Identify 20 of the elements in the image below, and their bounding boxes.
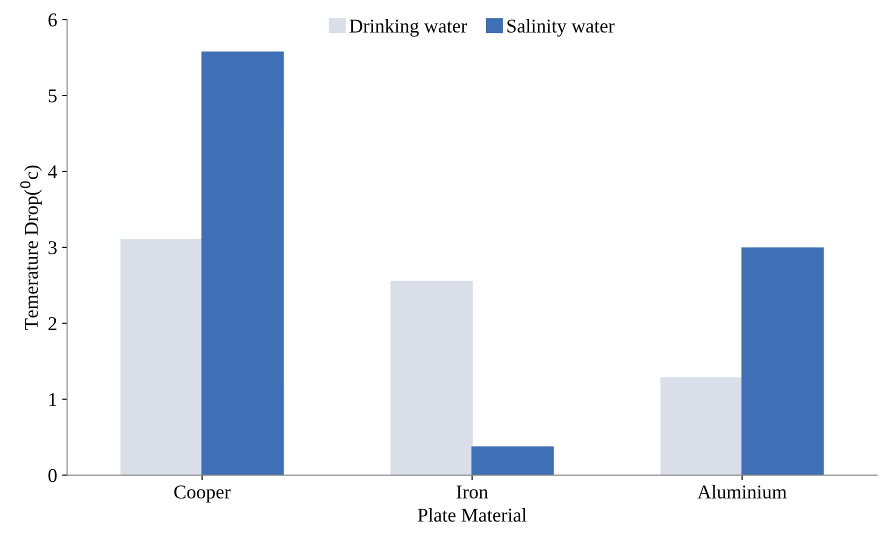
y-tick-label: 0 [48, 468, 57, 482]
y-tick-label: 1 [49, 393, 56, 406]
bar [471, 446, 554, 476]
y-tick-label: 6 [48, 13, 57, 27]
legend-label: Salinity water [507, 18, 615, 37]
bar [201, 52, 284, 476]
bar [390, 280, 473, 476]
x-tick-label: Cooper [174, 485, 231, 503]
y-tick-label: 4 [48, 165, 58, 178]
x-axis-title: Plate Material [418, 508, 527, 522]
bar [741, 247, 824, 476]
y-tick-label: 2 [48, 317, 56, 330]
x-tick-label: Iron [456, 486, 488, 499]
bar [120, 239, 203, 476]
y-tick-label: 3 [48, 241, 57, 254]
y-tick-label: 5 [48, 90, 57, 102]
bar [660, 377, 743, 476]
y-axis-title: Temerature Drop($^{0}$c) [20, 166, 42, 330]
legend-label: Drinking water [350, 18, 468, 37]
x-tick-label: Aluminium [697, 484, 787, 499]
